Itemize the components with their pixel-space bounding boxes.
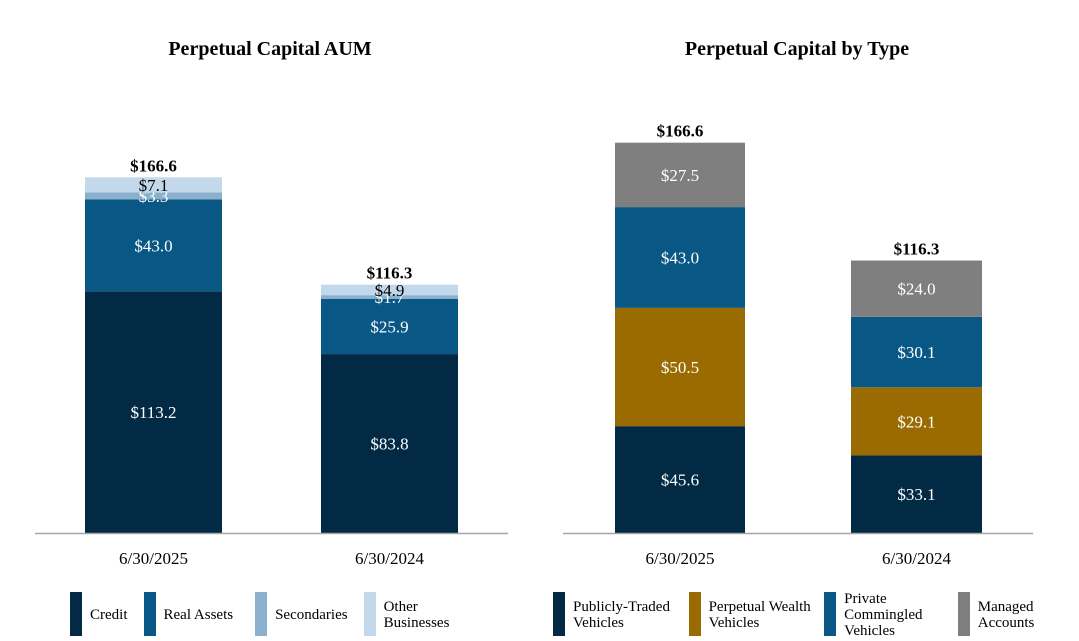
bar-segment-credit-6-30-2025 — [85, 291, 222, 533]
legend-item-other-businesses: Other Businesses — [363, 592, 464, 638]
total-label-6-30-2025: $166.6 — [657, 122, 704, 141]
x-tick-label: 6/30/2025 — [646, 549, 715, 568]
bar-segment-secondaries-6-30-2025 — [85, 192, 222, 200]
legend-label: Credit — [90, 607, 128, 623]
legend-swatch — [70, 592, 82, 636]
legend-item-perpetual-wealth-vehicles: Perpetual Wealth Vehicles — [688, 592, 813, 638]
type-legend: Publicly-Traded Vehicles Perpetual Wealth… — [553, 591, 1079, 639]
legend-item-secondaries: Secondaries — [255, 592, 348, 638]
data-label-managed-accounts-6-30-2025: $27.5 — [661, 166, 699, 185]
legend-item-private-commingled-vehicles: Private Commingled Vehicles — [824, 591, 948, 639]
data-label-perpetual-wealth-vehicles-6-30-2024: $29.1 — [897, 412, 935, 431]
legend-item-real-assets: Real Assets — [143, 592, 234, 638]
total-label-6-30-2024: $116.3 — [894, 240, 940, 259]
data-label-private-commingled-vehicles-6-30-2025: $43.0 — [661, 248, 699, 267]
chart-svg: Perpetual Capital AUM$113.2$43.0$3.3$7.1… — [35, 38, 508, 568]
data-label-other-businesses-6-30-2025: $7.1 — [139, 176, 169, 195]
chart-svg: Perpetual Capital by Type $45.6 $50.5 $43.0… — [563, 38, 1033, 568]
chart-title: Perpetual Capital by Type — [685, 38, 909, 60]
bar-segment-private-commingled-vehicles-6-30-2024 — [851, 316, 982, 388]
perpetual-capital-by-type-chart: Perpetual Capital by Type $45.6 $50.5 $43.0… — [540, 0, 1079, 590]
legend-swatch — [363, 592, 376, 636]
bar-segment-managed-accounts-6-30-2025 — [615, 142, 745, 208]
bar-segment-real-assets-6-30-2025 — [85, 199, 222, 292]
aum-legend: Credit Real Assets Secondaries Other Busine… — [70, 592, 464, 638]
bar-segment-publicly-traded-vehicles-6-30-2025 — [615, 426, 745, 533]
perpetual-capital-aum-chart: Perpetual Capital AUM $113.2 $43.0 $3.3 $7.1… — [0, 0, 540, 590]
x-tick-label: 6/30/2025 — [119, 549, 188, 568]
bar-segment-credit-6-30-2024 — [321, 354, 458, 533]
bar-segment-other-businesses-6-30-2025 — [85, 177, 222, 193]
data-label-real-assets-6-30-2025: $43.0 — [134, 236, 172, 255]
data-label-credit-6-30-2024: $83.8 — [370, 435, 408, 454]
bar-segment-secondaries-6-30-2024 — [321, 295, 458, 299]
legend-item-publicly-traded-vehicles: Publicly-Traded Vehicles — [553, 592, 677, 638]
data-label-other-businesses-6-30-2024: $4.9 — [375, 281, 405, 300]
legend-swatch — [255, 592, 268, 636]
data-label-private-commingled-vehicles-6-30-2024: $30.1 — [897, 343, 935, 362]
bar-segment-other-businesses-6-30-2024 — [321, 284, 458, 296]
legend-swatch — [553, 592, 565, 636]
legend-label: Private Commingled Vehicles — [844, 591, 923, 639]
legend-swatch — [688, 592, 701, 636]
data-label-managed-accounts-6-30-2024: $24.0 — [897, 280, 935, 299]
bar-segment-perpetual-wealth-vehicles-6-30-2025 — [615, 307, 745, 427]
data-label-publicly-traded-vehicles-6-30-2025: $45.6 — [661, 471, 699, 490]
bar-segment-real-assets-6-30-2024 — [321, 298, 458, 355]
legend-label: Perpetual Wealth Vehicles — [708, 599, 811, 631]
bar-segment-perpetual-wealth-vehicles-6-30-2024 — [851, 387, 982, 456]
legend-label: Managed Accounts — [977, 599, 1035, 631]
bar-segment-private-commingled-vehicles-6-30-2025 — [615, 207, 745, 308]
data-label-real-assets-6-30-2024: $25.9 — [370, 317, 408, 336]
x-tick-label: 6/30/2024 — [882, 549, 951, 568]
data-label-publicly-traded-vehicles-6-30-2024: $33.1 — [897, 485, 935, 504]
legend-swatch — [143, 592, 156, 636]
legend-label: Publicly-Traded Vehicles — [573, 599, 670, 631]
legend-swatch — [957, 592, 970, 636]
x-tick-label: 6/30/2024 — [355, 549, 424, 568]
legend-label: Real Assets — [163, 607, 234, 623]
total-label-6-30-2025: $166.6 — [130, 156, 177, 175]
data-label-credit-6-30-2025: $113.2 — [130, 403, 176, 422]
legend-item-managed-accounts: Managed Accounts — [957, 592, 1079, 638]
total-label-6-30-2024: $116.3 — [367, 264, 413, 283]
data-label-perpetual-wealth-vehicles-6-30-2025: $50.5 — [661, 358, 699, 377]
bar-segment-managed-accounts-6-30-2024 — [851, 260, 982, 317]
legend-swatch — [824, 592, 837, 636]
legend-label: Secondaries — [275, 607, 348, 623]
legend-label: Other Businesses — [383, 599, 450, 631]
chart-title: Perpetual Capital AUM — [168, 38, 371, 60]
legend-item-credit: Credit — [70, 592, 128, 638]
bar-segment-publicly-traded-vehicles-6-30-2024 — [851, 455, 982, 533]
